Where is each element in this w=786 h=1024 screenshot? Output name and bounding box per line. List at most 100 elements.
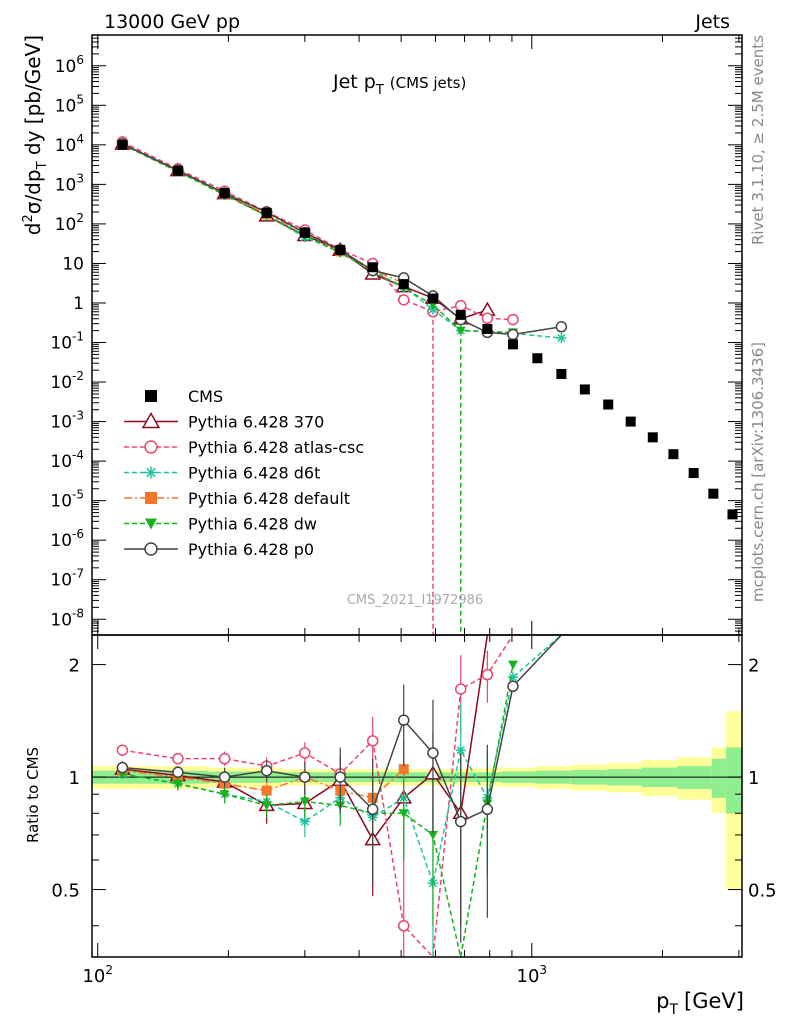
- marker-circle: [481, 668, 494, 681]
- marker-square: [145, 492, 157, 504]
- legend-label: Pythia 6.428 d6t: [188, 464, 320, 483]
- marker-square: [335, 244, 346, 255]
- y-tick-label: 104: [55, 132, 84, 156]
- y-axis-label: d2σ/dpT dy [pb/GeV]: [21, 35, 50, 235]
- marker-circle: [144, 542, 158, 556]
- marker-square: [219, 188, 230, 199]
- marker-circle: [454, 299, 467, 312]
- axis-ticks: [92, 34, 742, 957]
- marker-circle: [116, 744, 129, 756]
- ratio-tick-label-right: 2: [748, 656, 759, 677]
- ratio-axis-label: Ratio to CMS: [24, 747, 42, 843]
- y-tick-label: 10-1: [50, 330, 84, 354]
- marker-star-stroke: [456, 746, 465, 755]
- marker-circle: [260, 764, 273, 777]
- marker-circle: [507, 328, 519, 341]
- marker-circle: [427, 747, 439, 759]
- chart-title-main: Jet p: [332, 71, 376, 93]
- marker-circle: [172, 752, 184, 765]
- series-line-ratio: [122, 768, 405, 799]
- marker-circle: [397, 294, 410, 306]
- legend: CMS Pythia 6.428 370 Pythia 6.428 atlas-cs…: [124, 387, 364, 559]
- series-pythia-6-428-d6t: [117, 139, 567, 957]
- marker-circle: [555, 321, 568, 333]
- energy-label: 13000 GeV pp: [104, 11, 240, 33]
- analysis-watermark: CMS_2021_I1972986: [347, 593, 483, 608]
- legend-entry: Pythia 6.428 default: [124, 489, 350, 508]
- y-tick-label: 102: [55, 211, 84, 235]
- y-tick-label: 106: [55, 53, 84, 77]
- marker-square: [708, 488, 719, 499]
- marker-circle: [299, 747, 311, 759]
- series-pythia-6-428-default: [117, 139, 409, 829]
- marker-square: [532, 353, 543, 364]
- marker-circle: [481, 312, 494, 325]
- series-line-main: [122, 141, 514, 321]
- marker-circle: [454, 815, 467, 828]
- marker-triangle-down: [261, 801, 272, 811]
- legend-entry: Pythia 6.428 p0: [124, 540, 314, 559]
- marker-square: [647, 432, 658, 443]
- marker-square: [482, 323, 493, 334]
- marker-square: [507, 339, 518, 350]
- marker-circle: [334, 771, 346, 783]
- y-tick-label: 10-7: [50, 567, 84, 591]
- x-axis-label-main: p: [656, 989, 669, 1013]
- marker-square: [172, 165, 183, 176]
- marker-square: [625, 416, 636, 427]
- marker-square: [117, 139, 128, 150]
- chart-title-extra: (CMS jets): [390, 74, 467, 92]
- marker-circle: [116, 761, 129, 774]
- marker-triangle-down: [145, 518, 157, 530]
- rivet-version-label: Rivet 3.1.10, ≥ 2.5M events: [749, 35, 767, 245]
- ratio-tick-label-right: 0.5: [748, 881, 777, 902]
- marker-square: [688, 468, 699, 479]
- marker-star: [556, 333, 567, 344]
- marker-triangle-down: [507, 660, 518, 670]
- marker-square: [603, 399, 614, 410]
- marker-circle: [366, 803, 379, 816]
- y-tick-label: 10-6: [50, 527, 84, 551]
- marker-square: [579, 384, 590, 395]
- marker-triangle-down: [398, 809, 409, 819]
- band-inner-segment: [725, 747, 742, 814]
- marker-square: [727, 509, 738, 520]
- marker-triangle-down: [299, 797, 310, 807]
- marker-star: [299, 816, 310, 827]
- y-tick-label: 10-5: [50, 488, 84, 512]
- y-tick-label: 105: [55, 92, 84, 116]
- marker-star-stroke: [557, 333, 566, 343]
- legend-label: Pythia 6.428 dw: [188, 515, 317, 534]
- ratio-tick-label-right: 1: [748, 768, 759, 789]
- series-line-main: [122, 143, 514, 334]
- x-tick-label: 103: [517, 963, 548, 987]
- marker-square: [261, 785, 272, 796]
- marker-circle: [481, 803, 494, 816]
- marker-triangle-down: [427, 830, 438, 840]
- ratio-tick-label-left: 2: [69, 656, 80, 677]
- y-tick-label: 10-3: [50, 409, 84, 433]
- marker-triangle-down: [455, 326, 466, 336]
- series-line-ratio: [122, 634, 514, 959]
- marker-circle: [507, 313, 519, 326]
- y-tick-label: 10-8: [50, 606, 84, 630]
- marker-square: [427, 293, 438, 304]
- marker-circle: [218, 771, 231, 783]
- marker-circle: [397, 714, 410, 726]
- y-tick-label: 10: [62, 254, 84, 274]
- marker-circle: [397, 920, 410, 932]
- y-tick-label: 10-2: [50, 369, 84, 393]
- y-tick-label: 1: [73, 294, 84, 314]
- cms-data-points: [117, 139, 738, 520]
- legend-entry: Pythia 6.428 370: [124, 411, 324, 432]
- x-tick-label: 102: [82, 963, 113, 987]
- marker-square: [455, 309, 466, 320]
- legend-entry: CMS: [145, 387, 223, 406]
- tick-labels: 10610510410310210110-110-210-310-410-510…: [50, 53, 776, 987]
- ratio-tick-label-left: 0.5: [51, 881, 80, 902]
- marker-triangle: [141, 411, 161, 429]
- marker-star-stroke: [146, 467, 156, 478]
- marker-triangle-down: [219, 790, 230, 800]
- legend-entry: Pythia 6.428 atlas-csc: [124, 438, 364, 457]
